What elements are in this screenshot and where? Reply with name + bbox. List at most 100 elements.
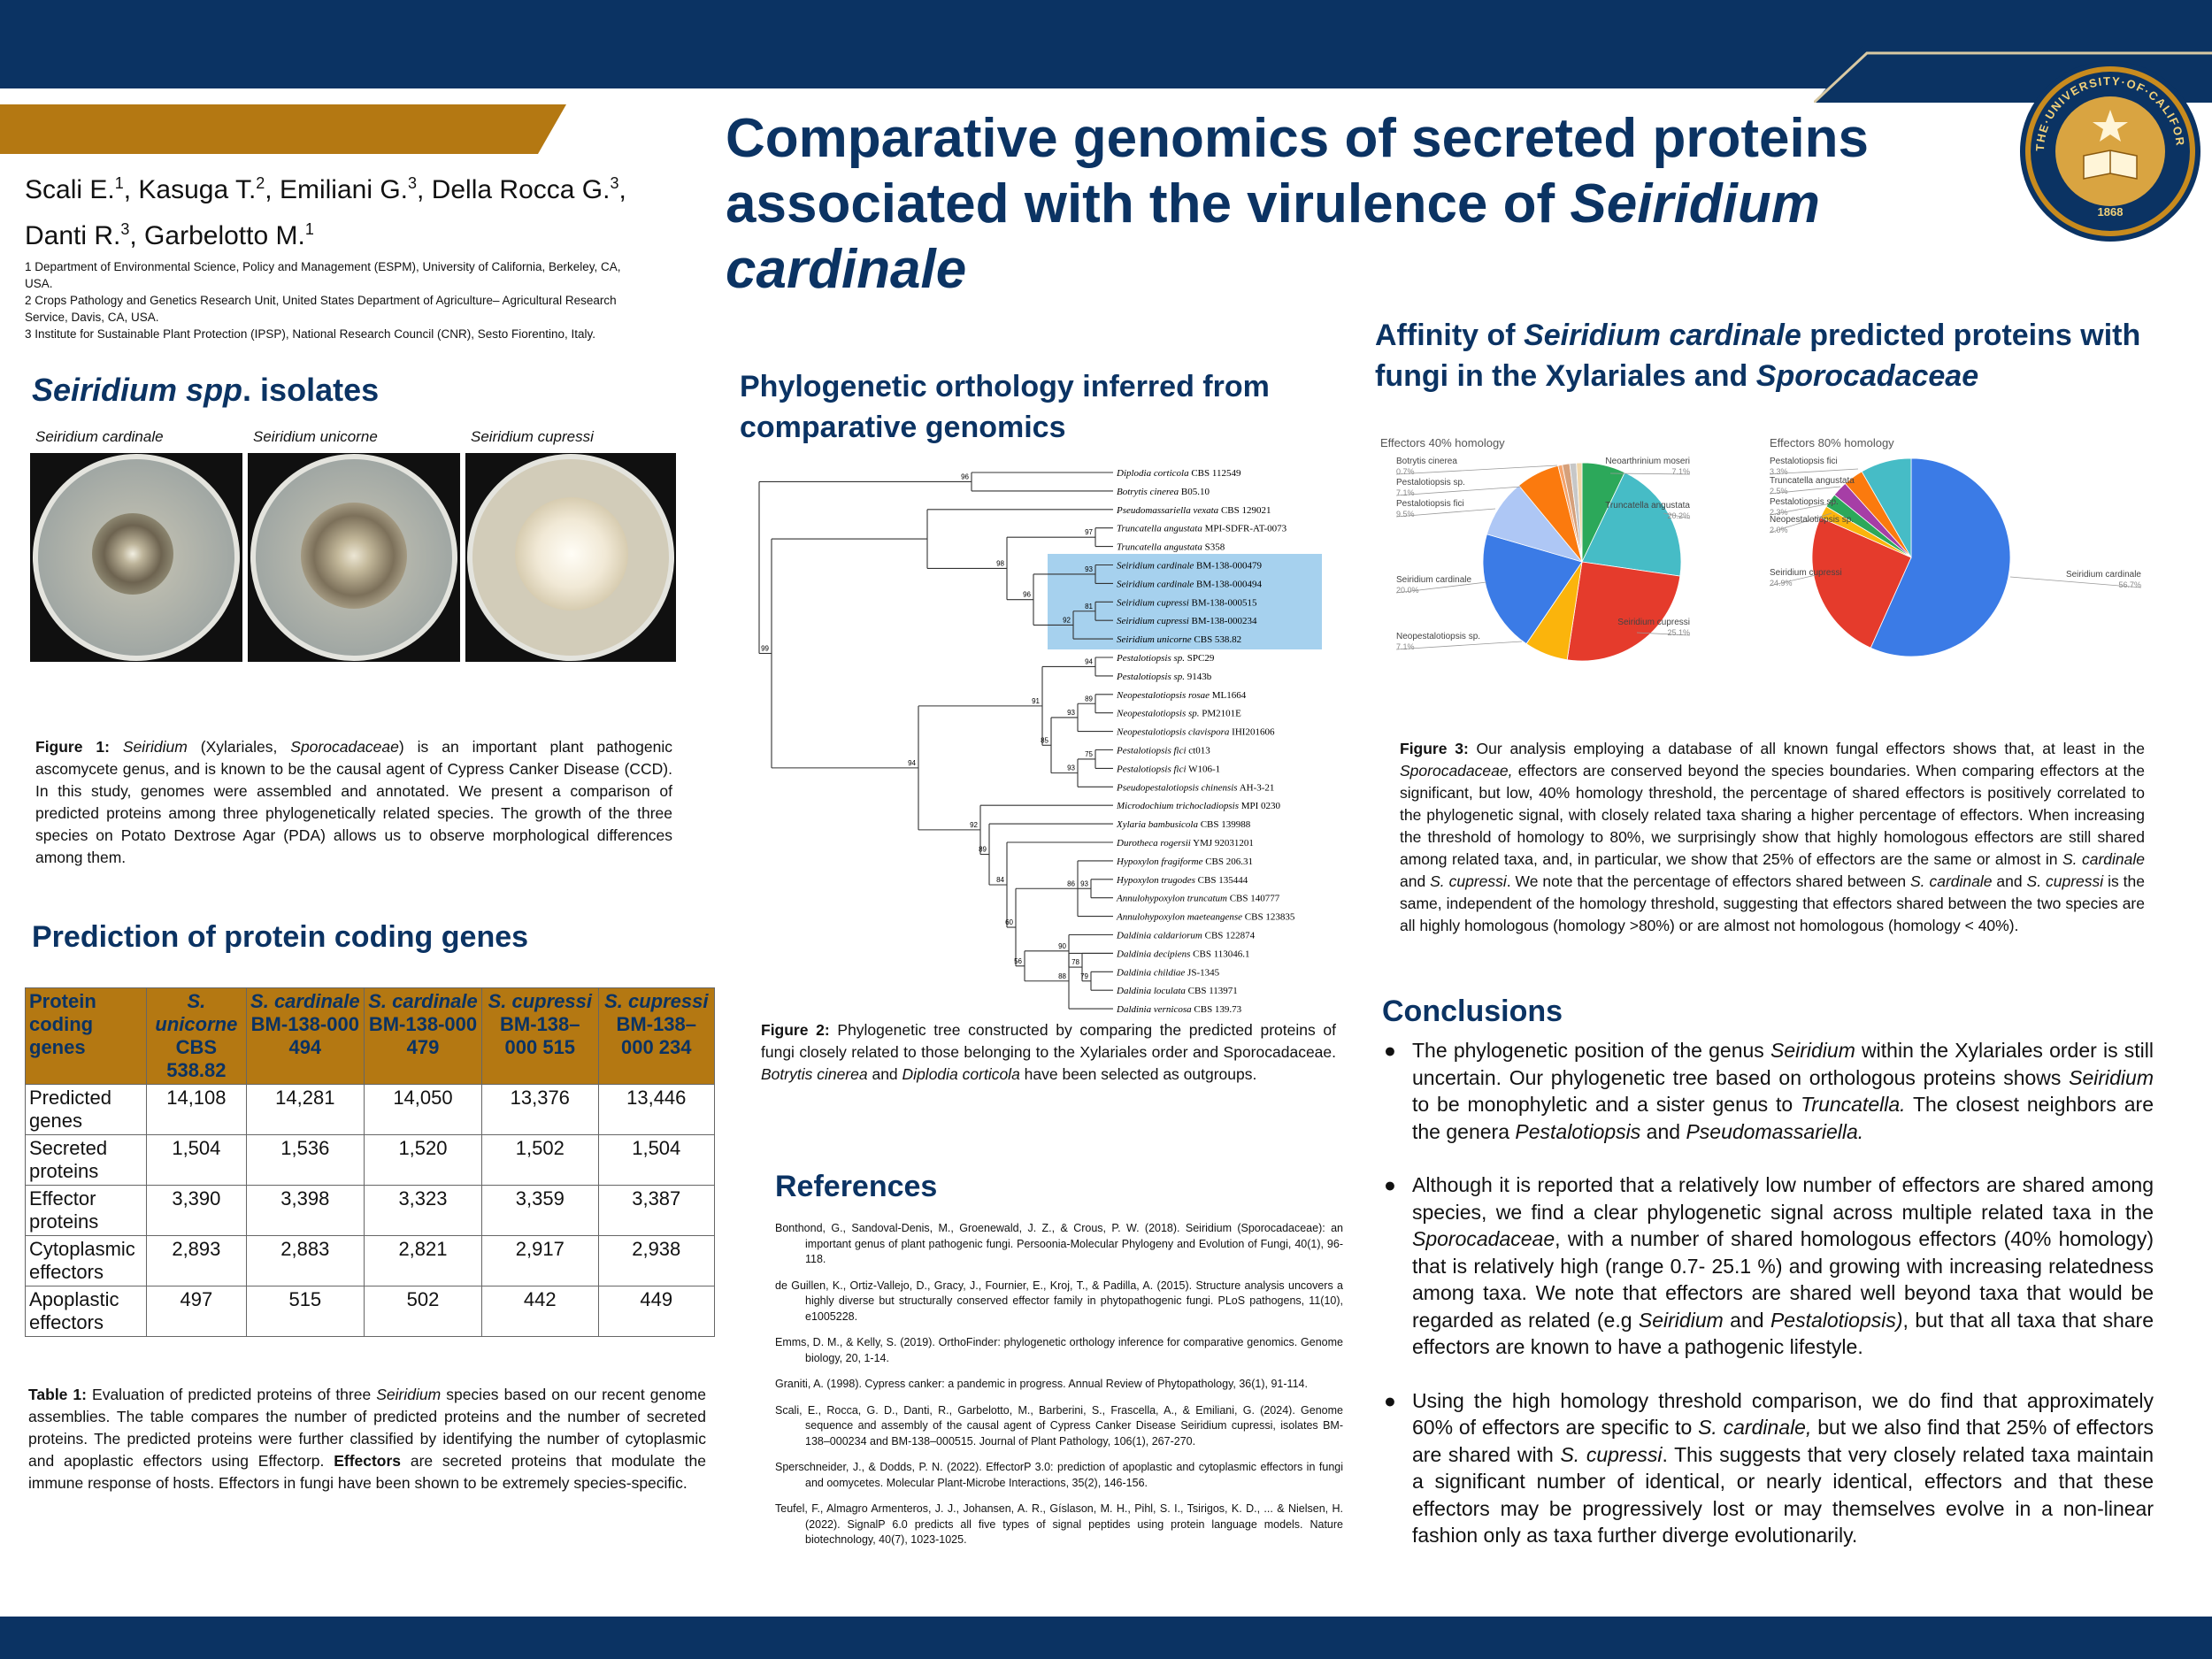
text-run: S. cupressi: [2026, 872, 2104, 890]
author-affiliation-number: 1: [304, 220, 314, 238]
taxon-label: Daldinia decipiens CBS 113046.1: [1116, 949, 1250, 959]
table-cell: 449: [597, 1286, 716, 1337]
pie-percent: 7.1%: [1396, 488, 1415, 497]
pie-percent: 3.3%: [1770, 467, 1788, 476]
row-label: Secreted proteins: [25, 1134, 147, 1186]
taxon-label: Durotheca rogersii YMJ 92031201: [1116, 838, 1254, 849]
pie-leader-line: [1636, 632, 1691, 636]
text-run: The phylogenetic position of the genus: [1412, 1039, 1770, 1062]
pie-title: Effectors 40% homology: [1380, 436, 1505, 449]
affiliations: 1 Department of Environmental Science, P…: [25, 258, 644, 342]
text-run: S. cardinale,: [1698, 1416, 1812, 1439]
svg-text:1868: 1868: [2098, 205, 2124, 219]
taxon-label: Diplodia corticola CBS 112549: [1116, 468, 1241, 479]
pie-label: Neoarthrinium moseri: [1605, 457, 1690, 466]
pie-percent: 9.5%: [1396, 510, 1415, 518]
table-row: Cytoplasmic effectors 2,893 2,883 2,821 2,91…: [25, 1235, 716, 1286]
taxon-label: Pseudomassariella vexata CBS 129021: [1116, 505, 1271, 516]
table-cell: 13,446: [597, 1084, 716, 1135]
pie-percent: 7.1%: [1396, 642, 1415, 651]
bootstrap-value: 75: [1085, 750, 1093, 758]
pie-percent: 2.5%: [1770, 487, 1788, 495]
protein-table: Protein coding genes S. unicorne CBS 538.…: [25, 987, 716, 1337]
petri-dish-photos: [30, 453, 676, 662]
pie-leader-line: [1769, 512, 1832, 534]
reference-item: Graniti, A. (1998). Cypress canker: a pa…: [775, 1378, 1308, 1390]
taxon-label: Seiridium cardinale BM-138-000479: [1117, 561, 1262, 572]
effector-pie-charts: Effectors 40% homology Neoarthrinium mose…: [1380, 436, 2141, 662]
reference-item: de Guillen, K., Ortiz-Vallejo, D., Gracy…: [775, 1279, 1343, 1323]
bootstrap-value: 98: [996, 559, 1004, 567]
row-label: Cytoplasmic effectors: [25, 1235, 147, 1286]
text-run: Pestalotiopsis: [1515, 1119, 1641, 1143]
table-cell: 2,883: [245, 1235, 365, 1286]
table-header-col: S. cupressi BM-138–000 234: [597, 987, 716, 1085]
text-run: and: [1400, 872, 1431, 890]
taxon-label: Pseudopestalotiopsis chinensis AH-3-21: [1116, 782, 1274, 793]
table-cell: 14,050: [363, 1084, 483, 1135]
bootstrap-value: 97: [1085, 528, 1093, 536]
table-row: Effector proteins 3,390 3,398 3,323 3,359 3,3…: [25, 1185, 716, 1236]
taxon-label: Seiridium cupressi BM-138-000515: [1117, 597, 1257, 608]
reference-item: Bonthond, G., Sandoval-Denis, M., Groene…: [775, 1222, 1343, 1265]
taxon-label: Pestalotiopsis fici W106-1: [1116, 764, 1220, 774]
table-cell: 14,108: [146, 1084, 247, 1135]
petri-dish-cupressi: [465, 453, 676, 662]
taxon-label: Hypoxylon trugodes CBS 135444: [1116, 875, 1248, 886]
references-heading: References: [775, 1170, 938, 1203]
pie-slice: [1581, 472, 1682, 577]
table-header-col: S. cupressi BM-138–000 515: [481, 987, 599, 1085]
table-header-first: Protein coding genes: [25, 987, 147, 1085]
table-cell: 3,390: [146, 1185, 247, 1236]
text-run: The closest neighbors are the genera: [1412, 1093, 2154, 1143]
pie-label: Pestalotiopsis sp.: [1770, 497, 1839, 507]
pie-percent: 2.3%: [1770, 508, 1788, 517]
author-name: Danti R.: [25, 221, 121, 250]
reference-item: Emms, D. M., & Kelly, S. (2019). OrthoFi…: [775, 1336, 1343, 1364]
pie-label: Seiridium cardinale: [2066, 570, 2141, 580]
table-cell: 14,281: [245, 1084, 365, 1135]
taxon-label: Botrytis cinerea B05.10: [1117, 487, 1210, 497]
pie-label: Pestalotiopsis sp.: [1396, 478, 1465, 488]
bootstrap-value: 88: [1058, 972, 1066, 980]
pie-percent: 2.0%: [1770, 526, 1788, 534]
pie-slice: [1566, 561, 1681, 662]
text-run: . This suggests that very closely relate…: [1412, 1442, 2154, 1548]
text-run: Sporocadaceae,: [1400, 762, 1513, 780]
author-name: , Garbelotto M.: [129, 221, 305, 250]
text-run: is the same, independent of the homology…: [1400, 872, 2145, 934]
reference-item: Scali, E., Rocca, G. D., Danti, R., Garb…: [775, 1403, 1343, 1448]
taxon-label: Truncatella angustata S358: [1117, 542, 1225, 553]
pie-title: Effectors 80% homology: [1770, 436, 1894, 449]
taxon-label: Seiridium unicorne CBS 538.82: [1117, 634, 1241, 645]
table-cell: 3,387: [597, 1185, 716, 1236]
text-run: S. cardinale: [2062, 850, 2145, 868]
bootstrap-value: 90: [1058, 942, 1066, 950]
pie-label: Botrytis cinerea: [1396, 457, 1457, 466]
bootstrap-value: 94: [1085, 657, 1093, 665]
text-run: within the Xylariales order is still unc…: [1412, 1039, 2154, 1089]
taxon-label: Annulohypoxylon truncatum CBS 140777: [1116, 894, 1280, 904]
table-row: Secreted proteins 1,504 1,536 1,520 1,502 1,5…: [25, 1134, 716, 1186]
text-run: effectors are conserved beyond the speci…: [1400, 762, 2145, 868]
affiliation-1: 1 Department of Environmental Science, P…: [25, 260, 621, 290]
bootstrap-value: 86: [1067, 879, 1075, 887]
text-run: Seiridium: [1638, 1308, 1724, 1332]
row-label: Predicted genes: [25, 1084, 147, 1135]
conclusion-bullet-3: ● Using the high homology threshold compa…: [1384, 1388, 2154, 1548]
pie-slice: [1861, 457, 1912, 559]
table-cell: 2,917: [481, 1235, 599, 1286]
phylogeny-heading: Phylogenetic orthology inferred from com…: [740, 370, 1270, 444]
pie-label: Truncatella angustata: [1770, 476, 1855, 486]
row-label: Effector proteins: [25, 1185, 147, 1236]
text-run: Seiridium: [2069, 1065, 2154, 1089]
prediction-heading: Prediction of protein coding genes: [32, 920, 529, 954]
text-run: ) is an important plant pathogenic ascom…: [35, 738, 672, 866]
seiridium-clade-highlight: [1048, 554, 1322, 649]
pie-percent: 7.1%: [1671, 467, 1690, 476]
bootstrap-value: 96: [961, 472, 969, 480]
pie-leader-line: [1769, 574, 1816, 587]
text-run: and: [1992, 872, 2027, 890]
bootstrap-value: 93: [1067, 764, 1075, 772]
conclusion-bullet-1: ● The phylogenetic position of the genus …: [1384, 1039, 2154, 1143]
